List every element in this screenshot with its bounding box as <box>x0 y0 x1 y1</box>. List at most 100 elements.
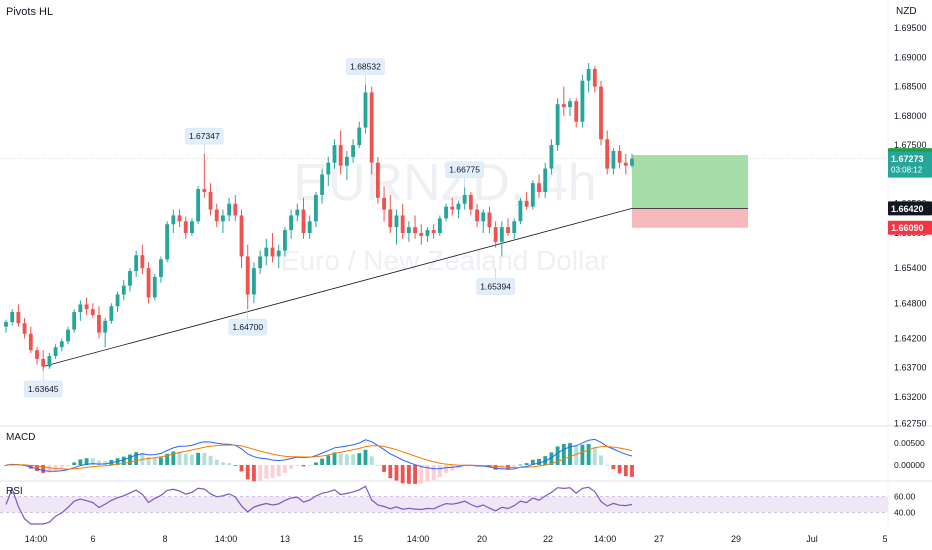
candle-body <box>332 145 337 163</box>
macd-histogram-bar <box>493 465 498 470</box>
rsi-tick-label: 60.00 <box>894 492 916 502</box>
price-tick-label: 1.63200 <box>894 392 927 402</box>
pivot-label: 1.67347 <box>189 131 220 141</box>
candle-body <box>128 271 132 286</box>
candle-body <box>165 224 170 260</box>
time-tick-label: 8 <box>162 534 167 544</box>
price-tick-label: 1.62750 <box>894 418 927 428</box>
candle-body <box>10 312 15 323</box>
macd-histogram-bar <box>264 465 269 479</box>
macd-histogram-bar <box>233 465 238 466</box>
stop-price-tag-bg <box>888 220 932 235</box>
candle-body <box>282 230 287 251</box>
stop-price-tag: 1.66090 <box>891 223 924 233</box>
candle-body <box>326 162 331 175</box>
candle-body <box>413 227 417 233</box>
macd-histogram-bar <box>561 444 566 465</box>
macd-histogram-bar <box>332 452 337 465</box>
macd-histogram-bar <box>592 446 597 465</box>
candle-body <box>245 256 250 295</box>
candle-body <box>190 221 194 233</box>
macd-histogram-bar <box>103 461 108 465</box>
candle-body <box>233 203 238 216</box>
candle-body <box>599 86 603 140</box>
candle-body <box>214 209 219 222</box>
candle-body <box>4 322 8 327</box>
macd-label: MACD <box>6 432 36 443</box>
macd-histogram-bar <box>623 465 628 477</box>
macd-histogram-bar <box>388 465 393 479</box>
candle-body <box>221 215 225 222</box>
candle-body <box>177 215 182 222</box>
macd-histogram-bar <box>301 465 306 467</box>
last-price-tag: 1.67273 <box>891 154 924 164</box>
candle-body <box>574 101 579 122</box>
macd-histogram-bar <box>90 458 95 465</box>
macd-histogram-bar <box>518 464 523 466</box>
candle-body <box>313 194 318 222</box>
candle-body <box>289 215 294 231</box>
price-tick-label: 1.64800 <box>894 298 927 308</box>
macd-histogram-bar <box>183 453 188 465</box>
candle-body <box>202 189 207 192</box>
watermark-name: Euro / New Zealand Dollar <box>281 245 609 276</box>
macd-histogram-bar <box>239 465 244 472</box>
candle-body <box>239 215 244 257</box>
macd-histogram-bar <box>549 452 554 465</box>
candle-body <box>22 323 27 334</box>
candle-body <box>586 69 591 81</box>
candle-body <box>351 145 356 157</box>
macd-histogram-bar <box>270 465 275 478</box>
candle-body <box>103 320 108 333</box>
candle-body <box>605 139 610 169</box>
time-tick-label: 27 <box>654 534 664 544</box>
candle-body <box>555 104 560 146</box>
macd-histogram-bar <box>190 454 194 465</box>
candle-body <box>72 312 77 330</box>
candle-body <box>456 203 461 210</box>
candle-body <box>146 268 151 298</box>
candle-body <box>400 215 405 233</box>
candle-body <box>53 347 58 356</box>
macd-histogram-bar <box>313 462 318 465</box>
macd-histogram-bar <box>4 465 8 466</box>
candle-body <box>270 247 275 257</box>
candle-body <box>623 162 628 166</box>
time-tick-label: 14:00 <box>594 534 617 544</box>
candle-body <box>171 215 176 225</box>
candle-body <box>524 200 529 207</box>
macd-histogram-bar <box>146 457 151 465</box>
last-price-tag-bg <box>888 151 932 178</box>
candle-body <box>580 80 585 122</box>
price-tick-label: 1.69500 <box>894 23 927 33</box>
time-tick-label: 14:00 <box>25 534 48 544</box>
macd-histogram-bar <box>159 457 163 465</box>
candle-body <box>41 358 46 367</box>
time-tick-label: 29 <box>731 534 741 544</box>
macd-histogram-bar <box>605 464 610 466</box>
macd-histogram-bar <box>611 465 616 470</box>
macd-histogram-bar <box>251 465 256 482</box>
pivot-label: 1.63645 <box>28 384 59 394</box>
candle-body <box>301 209 306 233</box>
pivot-label: 1.65394 <box>480 281 511 291</box>
macd-histogram-bar <box>599 455 603 465</box>
macd-tick-label: 0.00500 <box>894 438 925 448</box>
currency-label: NZD <box>896 6 917 17</box>
macd-histogram-bar <box>444 465 448 474</box>
candle-body <box>382 197 387 210</box>
candle-body <box>251 268 256 295</box>
time-tick-label: 15 <box>353 534 363 544</box>
macd-histogram-bar <box>214 459 219 465</box>
candle-body <box>630 158 634 166</box>
target-zone <box>632 155 748 209</box>
macd-histogram-bar <box>574 446 579 465</box>
price-tick-label: 1.69000 <box>894 52 927 62</box>
candle-body <box>506 227 510 233</box>
candle-body <box>295 209 300 216</box>
macd-histogram-bar <box>84 458 89 465</box>
macd-histogram-bar <box>375 464 380 466</box>
candle-body <box>425 230 430 236</box>
candle-body <box>152 276 157 298</box>
